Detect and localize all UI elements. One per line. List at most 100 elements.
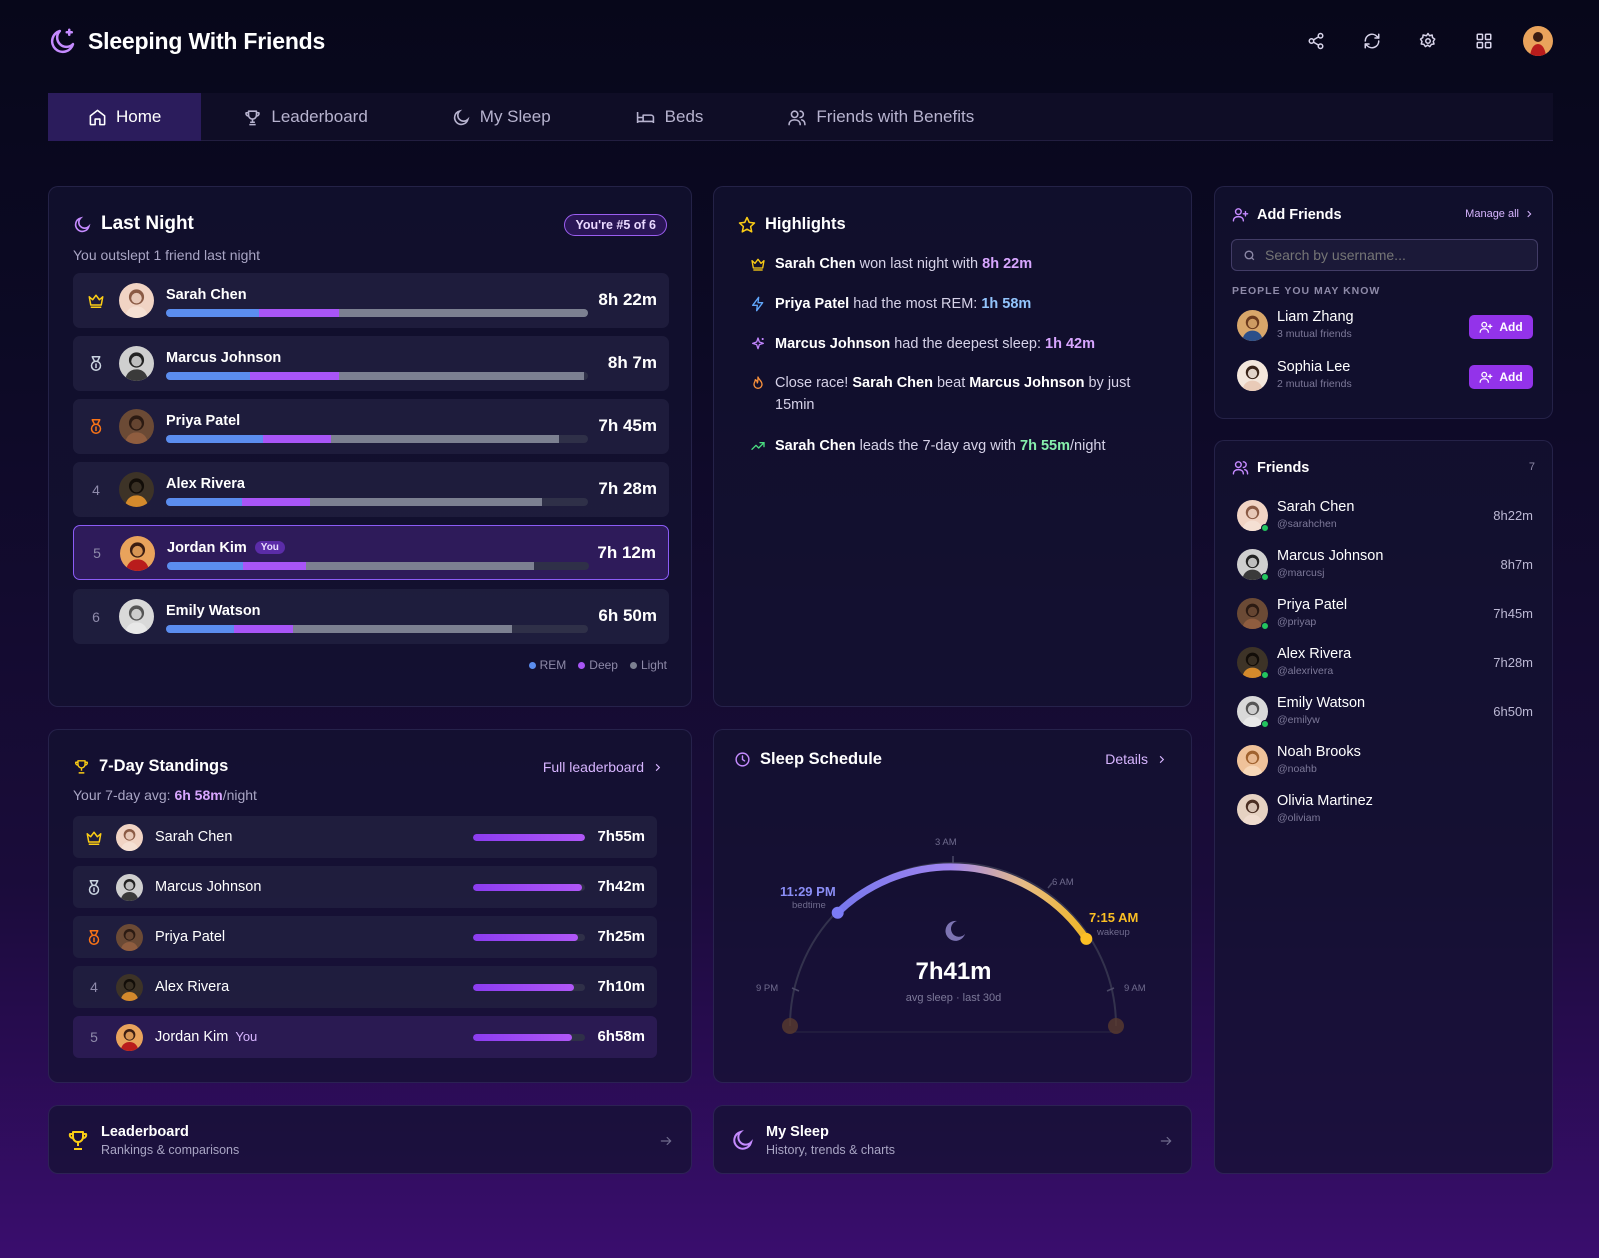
friend-sleep-time: 7h45m [1493, 606, 1533, 621]
dial-tick-9pm [791, 987, 800, 992]
last-night-row[interactable]: Sarah Chen 8h 22m [73, 273, 669, 328]
average-sleep-value: 7h41m [915, 958, 992, 985]
share-button[interactable] [1299, 26, 1333, 56]
last-night-subtitle: You outslept 1 friend last night [73, 247, 261, 263]
tab-leaderboard[interactable]: Leaderboard [201, 93, 409, 141]
last-night-row[interactable]: Marcus Johnson 8h 7m [73, 336, 669, 391]
friend-item[interactable]: Emily Watson @emilyw 6h50m [1237, 693, 1533, 733]
friend-name: Marcus Johnson [155, 879, 262, 895]
friend-item[interactable]: Alex Rivera @alexrivera 7h28m [1237, 644, 1533, 684]
user-plus-icon [1479, 371, 1493, 383]
stage-segment-light [331, 435, 559, 443]
my-sleep-link-card[interactable]: My Sleep History, trends & charts [713, 1105, 1192, 1174]
friend-handle: @priyap [1277, 616, 1317, 628]
stage-segment-rem [167, 562, 243, 570]
share-icon [1308, 32, 1324, 50]
friend-item[interactable]: Priya Patel @priyap 7h45m [1237, 595, 1533, 635]
friend-sleep-time: 8h22m [1493, 508, 1533, 523]
average-bar-fill [473, 984, 574, 991]
leaderboard-link-card[interactable]: Leaderboard Rankings & comparisons [48, 1105, 692, 1174]
settings-button[interactable] [1411, 26, 1445, 56]
home-icon [89, 109, 106, 125]
avatar [1237, 745, 1268, 776]
tick-6am: 6 AM [1052, 877, 1074, 888]
highlight-text: Sarah Chen won last night with 8h 22m [775, 256, 1033, 272]
friend-item[interactable]: Marcus Johnson @marcusj 8h7m [1237, 546, 1533, 586]
friend-name: Emily Watson [166, 603, 261, 619]
friend-sleep-time: 7h28m [1493, 655, 1533, 670]
tab-home[interactable]: Home [48, 93, 202, 141]
tab-my-sleep[interactable]: My Sleep [410, 93, 593, 141]
moon-icon [945, 920, 965, 941]
tab-friends-with-benefits[interactable]: Friends with Benefits [745, 93, 1016, 141]
crown-icon [750, 256, 766, 272]
user-plus-icon [1479, 321, 1493, 333]
sleep-duration: 8h 22m [598, 290, 657, 309]
highlight-text: Close race! Sarah Chen beat Marcus Johns… [775, 375, 1131, 413]
tab-beds[interactable]: Beds [593, 93, 746, 141]
stage-segment-light [339, 372, 584, 380]
stage-segment-rem [166, 498, 242, 506]
average-value: 7h55m [597, 828, 645, 845]
friends-header: Friends [1232, 459, 1309, 476]
average-bar-fill [473, 834, 585, 841]
standings-row[interactable]: Priya Patel 7h25m [73, 916, 657, 958]
standings-row[interactable]: Marcus Johnson 7h42m [73, 866, 657, 908]
apps-button[interactable] [1467, 26, 1501, 56]
avatar [120, 536, 155, 571]
search-icon [1244, 249, 1255, 260]
friend-sleep-time: 8h7m [1500, 557, 1533, 572]
seven-day-average: Your 7-day avg: 6h 58m/night [73, 787, 257, 803]
last-night-row[interactable]: Priya Patel 7h 45m [73, 399, 669, 454]
chevron-right-icon [1527, 210, 1532, 218]
schedule-details-link[interactable]: Details [1105, 751, 1167, 767]
user-avatar[interactable] [1523, 26, 1553, 56]
sparkle-icon [750, 336, 766, 352]
average-value: 7h42m [597, 878, 645, 895]
last-night-row[interactable]: 6 Emily Watson 6h 50m [73, 589, 669, 644]
legend-deep: Deep [578, 658, 618, 672]
lightning-icon [750, 296, 766, 312]
avatar [116, 924, 143, 951]
average-bar [473, 984, 585, 991]
last-night-header: Last Night [73, 213, 194, 235]
friend-item[interactable]: Noah Brooks @noahb [1237, 742, 1533, 782]
sleep-duration: 6h 50m [598, 606, 657, 625]
friends-count: 7 [1528, 461, 1535, 473]
search-field[interactable] [1231, 239, 1538, 271]
manage-all-link[interactable]: Manage all [1465, 208, 1534, 220]
rank-badge: You're #5 of 6 [564, 214, 667, 236]
refresh-button[interactable] [1355, 26, 1389, 56]
friend-name: Priya Patel [155, 929, 226, 945]
avatar [1237, 794, 1268, 825]
stage-segment-deep [259, 309, 339, 317]
trend-up-icon [750, 438, 766, 454]
standings-row[interactable]: 5 Jordan Kim You 6h58m [73, 1016, 657, 1058]
last-night-row[interactable]: 5 Jordan Kim You 7h 12m [73, 525, 669, 580]
brand[interactable]: Sleeping With Friends [48, 24, 325, 58]
friend-name: Jordan Kim You [155, 1029, 258, 1045]
highlight-item: Sarah Chen won last night with 8h 22m [750, 253, 1150, 275]
standings-row[interactable]: 4 Alex Rivera 7h10m [73, 966, 657, 1008]
search-input[interactable] [1265, 247, 1525, 263]
last-night-row[interactable]: 4 Alex Rivera 7h 28m [73, 462, 669, 517]
link-subtitle: Rankings & comparisons [101, 1143, 240, 1157]
stage-segment-deep [243, 562, 306, 570]
link-subtitle: History, trends & charts [766, 1143, 895, 1157]
friend-name: Sarah Chen [166, 287, 247, 303]
friend-handle: @oliviam [1277, 812, 1321, 824]
wakeup-value: 7:15 AM [1089, 910, 1139, 925]
friend-item[interactable]: Sarah Chen @sarahchen 8h22m [1237, 497, 1533, 537]
tab-label: Leaderboard [271, 107, 368, 126]
highlight-item: Close race! Sarah Chen beat Marcus Johns… [750, 372, 1150, 416]
full-leaderboard-link[interactable]: Full leaderboard [543, 759, 663, 775]
standings-row[interactable]: Sarah Chen 7h55m [73, 816, 657, 858]
link-title: My Sleep [766, 1124, 829, 1140]
add-friend-button[interactable]: Add [1469, 365, 1533, 389]
add-friend-button[interactable]: Add [1469, 315, 1533, 339]
leaderboard-link-text: Leaderboard Rankings & comparisons [101, 1124, 239, 1157]
friend-item[interactable]: Olivia Martinez @oliviam [1237, 791, 1533, 831]
highlight-item: Sarah Chen leads the 7-day avg with 7h 5… [750, 435, 1150, 457]
last-night-card: Last Night You're #5 of 6 You outslept 1… [48, 186, 692, 707]
average-value: 6h58m [597, 1028, 645, 1045]
